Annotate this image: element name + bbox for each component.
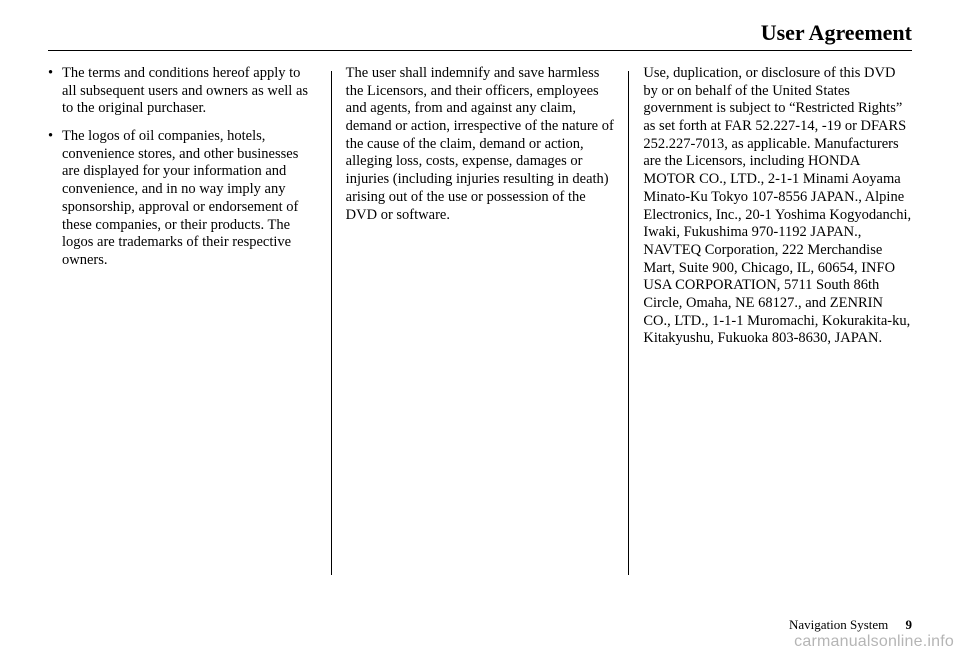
page-title: User Agreement (48, 20, 912, 46)
list-item: The terms and conditions hereof apply to… (48, 65, 317, 118)
column-middle: The user shall indemnify and save harmle… (332, 65, 629, 605)
watermark-text: carmanualsonline.info (794, 633, 954, 651)
list-item: The logos of oil companies, hotels, conv… (48, 128, 317, 270)
page-number: 9 (906, 617, 913, 632)
column-left: The terms and conditions hereof apply to… (48, 65, 331, 605)
bullet-list: The terms and conditions hereof apply to… (48, 65, 317, 270)
columns: The terms and conditions hereof apply to… (48, 65, 912, 605)
column-right: Use, duplication, or disclosure of this … (629, 65, 912, 605)
paragraph: Use, duplication, or disclosure of this … (643, 65, 912, 348)
page-header: User Agreement (48, 20, 912, 51)
page-footer: Navigation System 9 (789, 617, 912, 633)
page-container: User Agreement The terms and conditions … (48, 20, 912, 635)
footer-label: Navigation System (789, 617, 888, 632)
paragraph: The user shall indemnify and save harmle… (346, 65, 615, 224)
